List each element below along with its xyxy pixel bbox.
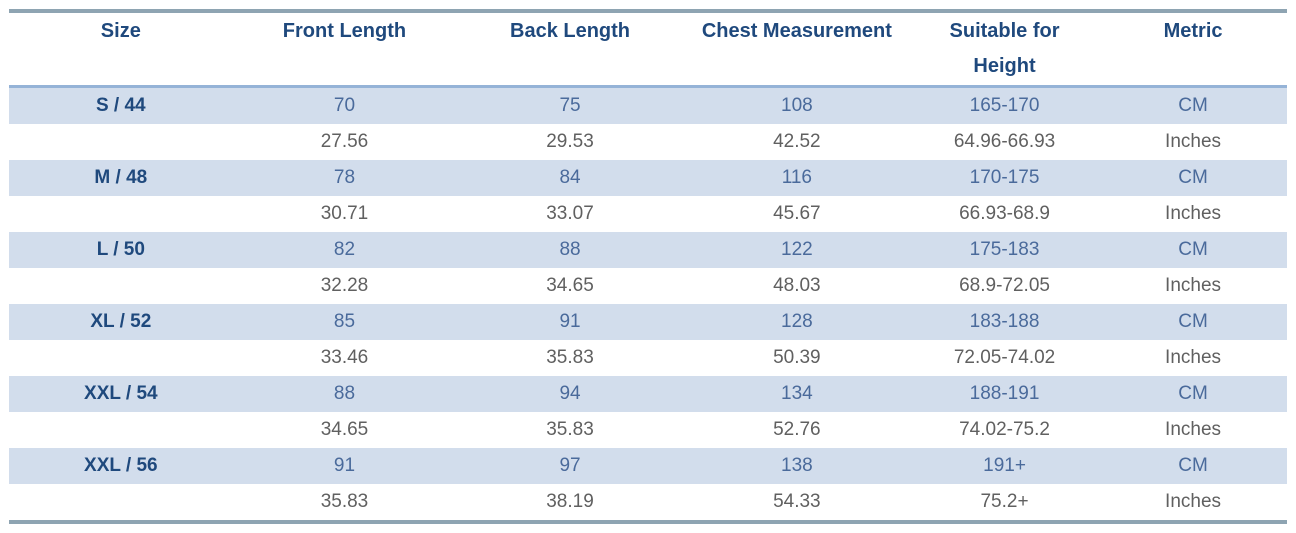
metric-cell: Inches [1099, 484, 1287, 522]
height-cell: 175-183 [909, 232, 1100, 268]
front-length-cell: 33.46 [232, 340, 457, 376]
chest-cell: 128 [683, 304, 910, 340]
front-length-cell: 78 [232, 160, 457, 196]
chest-cell: 50.39 [683, 340, 910, 376]
chest-cell: 54.33 [683, 484, 910, 522]
back-length-cell: 88 [456, 232, 684, 268]
back-length-cell: 84 [456, 160, 684, 196]
height-cell: 191+ [909, 448, 1100, 484]
column-header-metric: Metric [1099, 11, 1287, 88]
table-row: S / 44 70 75 108 165-170 CM [9, 86, 1287, 124]
back-length-cell: 91 [456, 304, 684, 340]
metric-cell: Inches [1099, 196, 1287, 232]
table-row: 34.65 35.83 52.76 74.02-75.2 Inches [9, 412, 1287, 448]
front-length-cell: 30.71 [232, 196, 457, 232]
size-cell [9, 196, 233, 232]
back-length-cell: 29.53 [456, 124, 684, 160]
front-length-cell: 27.56 [232, 124, 457, 160]
table-row: 35.83 38.19 54.33 75.2+ Inches [9, 484, 1287, 522]
front-length-cell: 70 [232, 86, 457, 124]
table-row: 27.56 29.53 42.52 64.96-66.93 Inches [9, 124, 1287, 160]
metric-cell: Inches [1099, 412, 1287, 448]
metric-cell: Inches [1099, 268, 1287, 304]
chest-cell: 45.67 [683, 196, 910, 232]
height-cell: 75.2+ [909, 484, 1100, 522]
column-header-back-length: Back Length [456, 11, 684, 88]
table-header-row: Size Front Length Back Length Chest Meas… [9, 11, 1287, 88]
size-chart-table: Size Front Length Back Length Chest Meas… [9, 9, 1287, 524]
height-cell: 68.9-72.05 [909, 268, 1100, 304]
size-cell: L / 50 [9, 232, 233, 268]
back-length-cell: 35.83 [456, 412, 684, 448]
height-cell: 170-175 [909, 160, 1100, 196]
metric-cell: CM [1099, 160, 1287, 196]
height-cell: 165-170 [909, 86, 1100, 124]
size-cell [9, 412, 233, 448]
back-length-cell: 94 [456, 376, 684, 412]
front-length-cell: 85 [232, 304, 457, 340]
height-cell: 188-191 [909, 376, 1100, 412]
front-length-cell: 88 [232, 376, 457, 412]
back-length-cell: 35.83 [456, 340, 684, 376]
size-cell: XL / 52 [9, 304, 233, 340]
size-cell [9, 268, 233, 304]
chest-cell: 42.52 [683, 124, 910, 160]
back-length-cell: 34.65 [456, 268, 684, 304]
metric-cell: CM [1099, 448, 1287, 484]
table-row: L / 50 82 88 122 175-183 CM [9, 232, 1287, 268]
table-body: S / 44 70 75 108 165-170 CM 27.56 29.53 … [9, 86, 1287, 522]
height-cell: 74.02-75.2 [909, 412, 1100, 448]
size-cell [9, 484, 233, 522]
height-cell: 66.93-68.9 [909, 196, 1100, 232]
chest-cell: 108 [683, 86, 910, 124]
column-header-front-length: Front Length [232, 11, 457, 88]
metric-cell: CM [1099, 304, 1287, 340]
table-row: XXL / 56 91 97 138 191+ CM [9, 448, 1287, 484]
metric-cell: Inches [1099, 340, 1287, 376]
metric-cell: CM [1099, 86, 1287, 124]
height-cell: 64.96-66.93 [909, 124, 1100, 160]
back-length-cell: 33.07 [456, 196, 684, 232]
metric-cell: CM [1099, 232, 1287, 268]
chest-cell: 138 [683, 448, 910, 484]
chest-cell: 48.03 [683, 268, 910, 304]
size-cell [9, 124, 233, 160]
chest-cell: 134 [683, 376, 910, 412]
height-cell: 72.05-74.02 [909, 340, 1100, 376]
table-row: 32.28 34.65 48.03 68.9-72.05 Inches [9, 268, 1287, 304]
size-cell: M / 48 [9, 160, 233, 196]
back-length-cell: 75 [456, 86, 684, 124]
front-length-cell: 91 [232, 448, 457, 484]
table-row: 30.71 33.07 45.67 66.93-68.9 Inches [9, 196, 1287, 232]
table-row: 33.46 35.83 50.39 72.05-74.02 Inches [9, 340, 1287, 376]
size-cell: S / 44 [9, 86, 233, 124]
front-length-cell: 82 [232, 232, 457, 268]
chest-cell: 116 [683, 160, 910, 196]
table-row: XXL / 54 88 94 134 188-191 CM [9, 376, 1287, 412]
column-header-size: Size [9, 11, 233, 88]
back-length-cell: 97 [456, 448, 684, 484]
table-row: XL / 52 85 91 128 183-188 CM [9, 304, 1287, 340]
front-length-cell: 32.28 [232, 268, 457, 304]
metric-cell: CM [1099, 376, 1287, 412]
metric-cell: Inches [1099, 124, 1287, 160]
size-cell: XXL / 54 [9, 376, 233, 412]
front-length-cell: 35.83 [232, 484, 457, 522]
chest-cell: 52.76 [683, 412, 910, 448]
column-header-chest-measurement: Chest Measurement [683, 11, 910, 88]
size-cell [9, 340, 233, 376]
column-header-suitable-height: Suitable for Height [909, 11, 1100, 88]
front-length-cell: 34.65 [232, 412, 457, 448]
chest-cell: 122 [683, 232, 910, 268]
back-length-cell: 38.19 [456, 484, 684, 522]
height-cell: 183-188 [909, 304, 1100, 340]
table-row: M / 48 78 84 116 170-175 CM [9, 160, 1287, 196]
size-cell: XXL / 56 [9, 448, 233, 484]
